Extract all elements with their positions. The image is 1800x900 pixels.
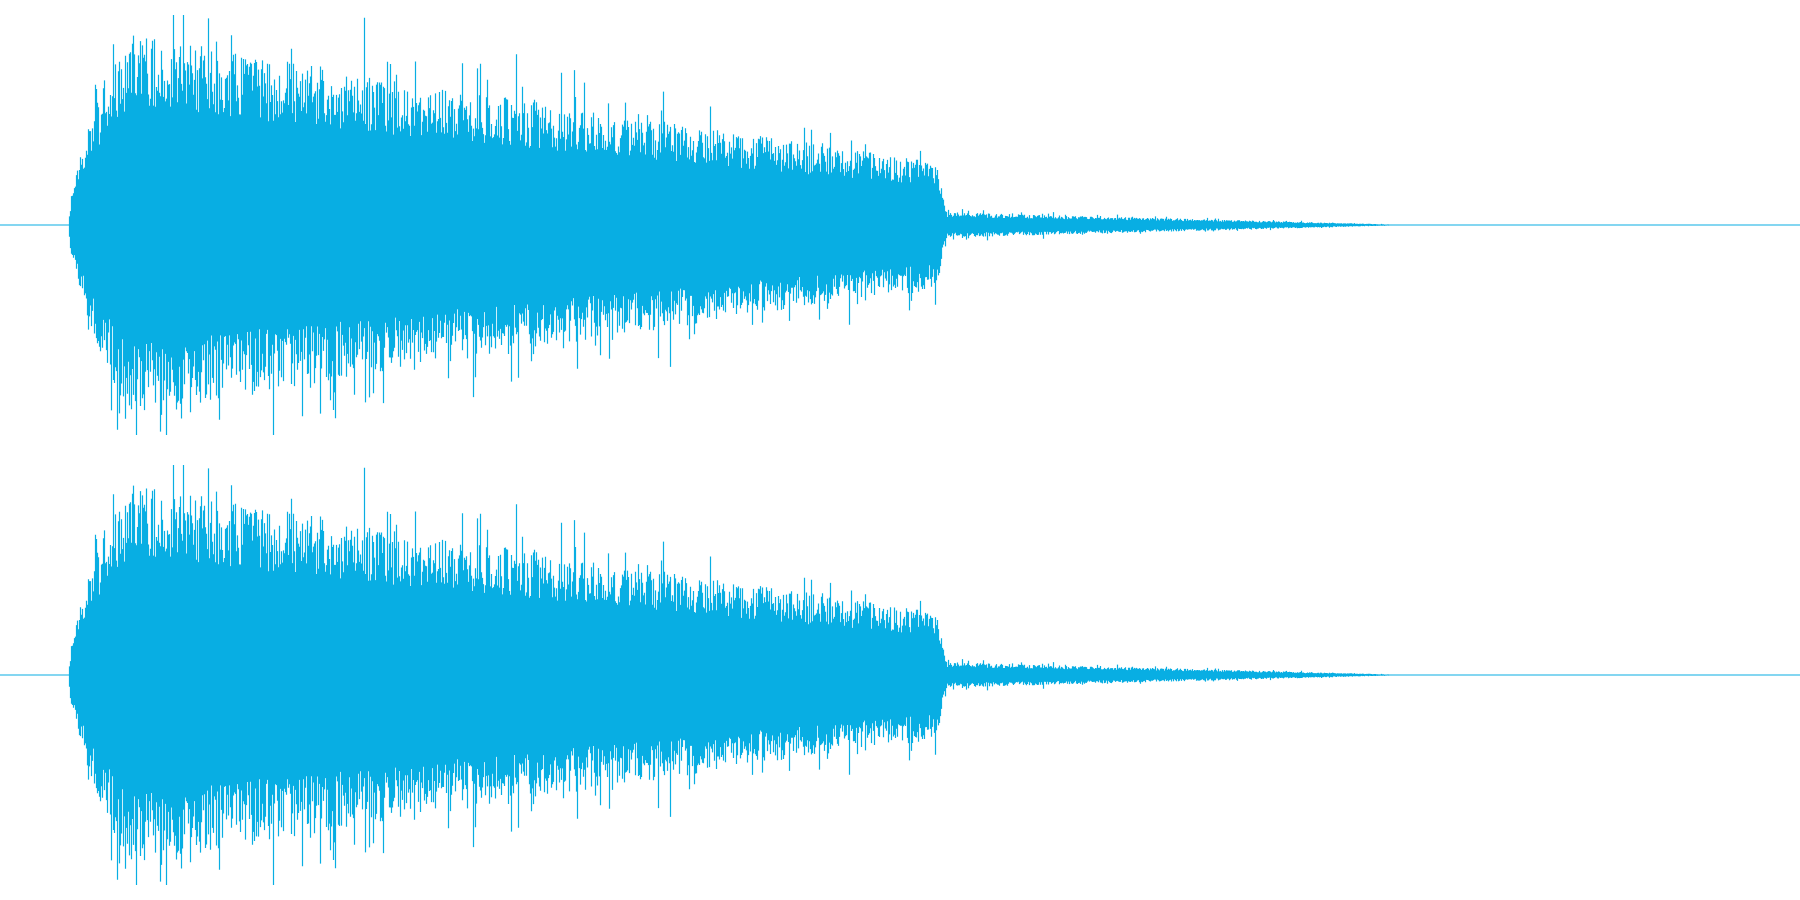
channel-2-waveform [0, 465, 1800, 885]
channel-2-signal [68, 465, 1412, 885]
channel-1-waveform [0, 15, 1800, 435]
channel-1-signal [68, 15, 1412, 435]
